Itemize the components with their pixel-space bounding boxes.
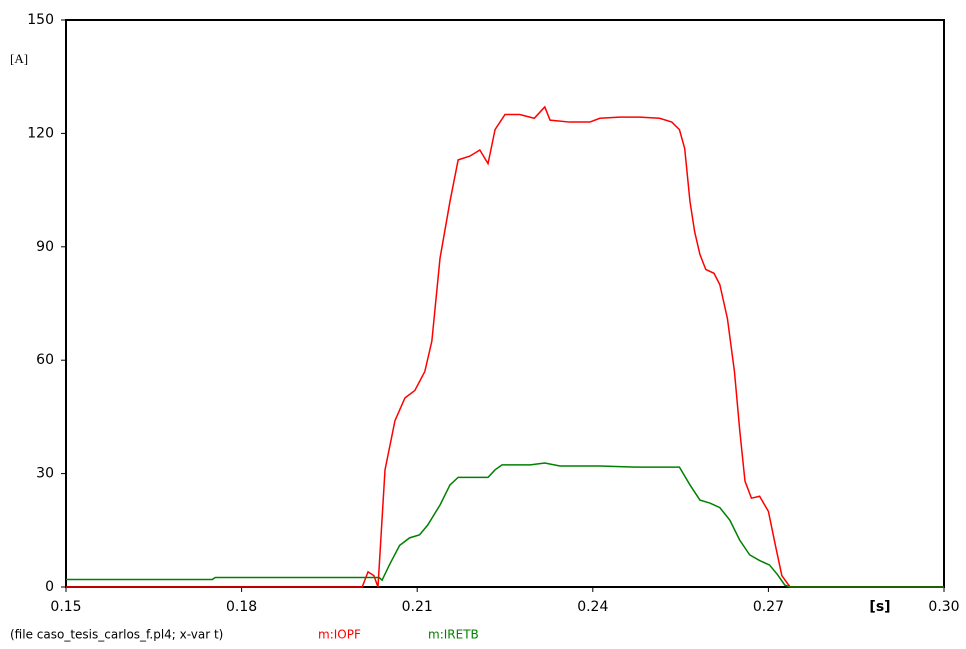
y-tick-label: 0 (45, 579, 54, 595)
x-tick-label: 0.24 (577, 599, 608, 615)
x-tick-label: 0.27 (753, 599, 784, 615)
legend-entry: m:IOPF (318, 628, 361, 642)
x-tick-label: 0.30 (928, 599, 959, 615)
series-line (66, 462, 944, 588)
y-tick-label: 30 (36, 466, 54, 482)
plot-frame (65, 19, 945, 588)
y-axis-label: [A] (10, 51, 28, 66)
y-tick-label: 150 (27, 12, 54, 28)
legend-entry: m:IRETB (428, 628, 479, 642)
x-tick-label: 0.21 (402, 599, 433, 615)
y-tick-label: 120 (27, 125, 54, 141)
x-tick-label: 0.15 (50, 599, 81, 615)
series-line (66, 105, 944, 588)
x-axis-label: [s] (869, 599, 890, 615)
x-tick-label: 0.18 (226, 599, 257, 615)
y-tick-label: 90 (36, 239, 54, 255)
caption: (file caso_tesis_carlos_f.pl4; x-var t) (10, 628, 223, 642)
y-tick-label: 60 (36, 352, 54, 368)
